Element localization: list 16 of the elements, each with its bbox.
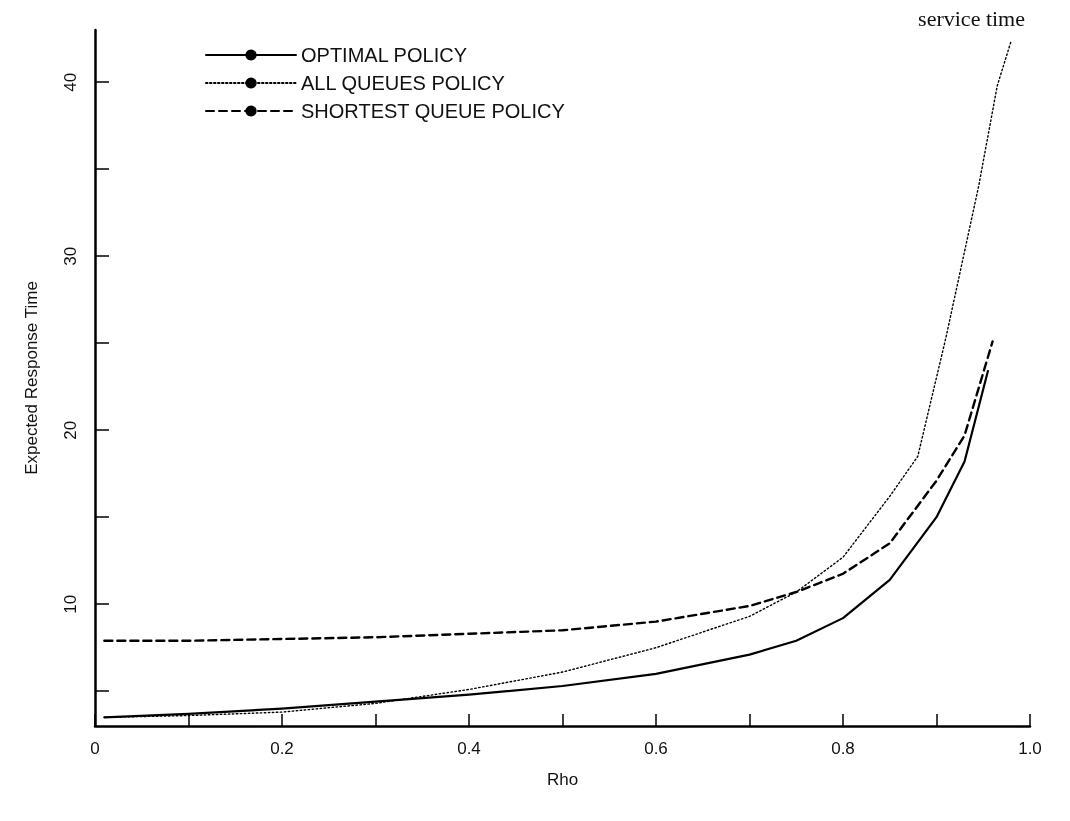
x-axis-title: Rho bbox=[546, 770, 579, 789]
y-tick-label: 40 bbox=[61, 72, 80, 92]
x-tick-label: 0 bbox=[90, 739, 100, 758]
y-axis-title: Expected Response Time bbox=[22, 281, 41, 475]
y-tick-label: 10 bbox=[61, 594, 80, 614]
x-tick-label: 1.0 bbox=[1018, 739, 1042, 758]
x-tick-label: 0.4 bbox=[457, 739, 481, 758]
y-tick-label: 30 bbox=[61, 246, 80, 266]
x-tick-label: 0.6 bbox=[644, 739, 668, 758]
y-tick-label: 20 bbox=[61, 420, 80, 440]
legend-label: SHORTEST QUEUE POLICY bbox=[301, 100, 565, 122]
legend-label: ALL QUEUES POLICY bbox=[301, 72, 505, 94]
x-tick-label: 0.2 bbox=[270, 739, 294, 758]
chart-title: service time bbox=[918, 5, 1026, 31]
x-tick-label: 0.8 bbox=[831, 739, 855, 758]
legend-label: OPTIMAL POLICY bbox=[301, 44, 467, 66]
